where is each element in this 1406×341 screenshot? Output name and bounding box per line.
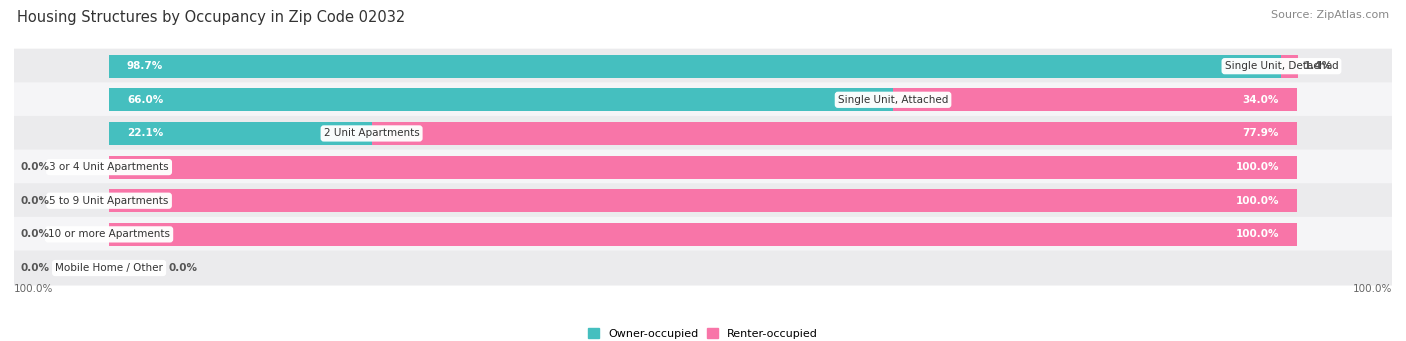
Text: Source: ZipAtlas.com: Source: ZipAtlas.com [1271,10,1389,20]
FancyBboxPatch shape [14,49,1392,84]
Bar [110,55,1281,78]
Text: 100.0%: 100.0% [1353,284,1392,294]
Text: 0.0%: 0.0% [21,196,49,206]
FancyBboxPatch shape [14,217,1392,252]
FancyBboxPatch shape [14,251,1392,285]
Bar [1281,55,1298,78]
Text: 10 or more Apartments: 10 or more Apartments [48,229,170,239]
Text: 100.0%: 100.0% [1236,196,1279,206]
Text: 2 Unit Apartments: 2 Unit Apartments [323,129,419,138]
Text: 100.0%: 100.0% [14,284,53,294]
Text: 0.0%: 0.0% [169,263,197,273]
Text: Housing Structures by Occupancy in Zip Code 02032: Housing Structures by Occupancy in Zip C… [17,10,405,25]
Text: 3 or 4 Unit Apartments: 3 or 4 Unit Apartments [49,162,169,172]
FancyBboxPatch shape [14,150,1392,184]
Text: 0.0%: 0.0% [21,162,49,172]
Bar [110,88,893,111]
FancyBboxPatch shape [14,82,1392,117]
Text: 1.4%: 1.4% [1303,61,1333,71]
Text: 22.1%: 22.1% [127,129,163,138]
Text: 100.0%: 100.0% [1236,162,1279,172]
Text: 98.7%: 98.7% [127,61,163,71]
Text: Mobile Home / Other: Mobile Home / Other [55,263,163,273]
Bar [110,223,1296,246]
Text: 77.9%: 77.9% [1243,129,1279,138]
Bar [110,122,371,145]
Text: Single Unit, Attached: Single Unit, Attached [838,95,948,105]
FancyBboxPatch shape [14,183,1392,218]
Bar [893,88,1296,111]
Text: Single Unit, Detached: Single Unit, Detached [1225,61,1339,71]
Bar [110,155,1296,179]
Text: 5 to 9 Unit Apartments: 5 to 9 Unit Apartments [49,196,169,206]
FancyBboxPatch shape [14,116,1392,151]
Bar [371,122,1296,145]
Text: 34.0%: 34.0% [1243,95,1279,105]
Text: 0.0%: 0.0% [21,263,49,273]
Text: 100.0%: 100.0% [1236,229,1279,239]
Text: 0.0%: 0.0% [21,229,49,239]
Text: 66.0%: 66.0% [127,95,163,105]
Bar [110,189,1296,212]
Legend: Owner-occupied, Renter-occupied: Owner-occupied, Renter-occupied [583,324,823,341]
